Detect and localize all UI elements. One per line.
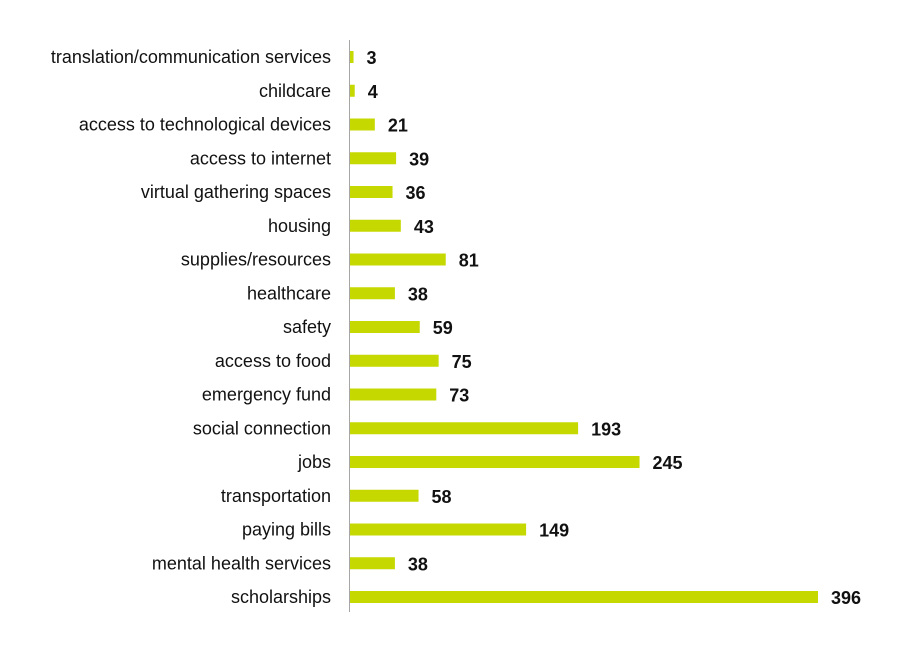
bar-supplies-resources xyxy=(350,253,446,266)
category-label-virtual-gathering-spaces: virtual gathering spaces xyxy=(141,182,331,202)
bar-scholarships xyxy=(350,591,818,603)
category-label-supplies-resources: supplies/resources xyxy=(181,250,331,270)
category-label-emergency-fund: emergency fund xyxy=(202,385,331,405)
category-label-access-to-internet: access to internet xyxy=(190,148,331,168)
bar-access-to-technological-devices xyxy=(350,118,375,131)
category-label-mental-health-services: mental health services xyxy=(152,553,331,573)
bar-safety xyxy=(350,321,420,333)
data-label-social-connection: 193 xyxy=(591,419,621,439)
category-label-transportation: transportation xyxy=(221,486,331,506)
category-label-childcare: childcare xyxy=(259,81,331,101)
category-label-access-to-food: access to food xyxy=(215,351,331,371)
data-label-emergency-fund: 73 xyxy=(449,386,469,406)
bars-layer xyxy=(350,51,818,603)
category-label-scholarships: scholarships xyxy=(231,587,331,607)
data-label-childcare: 4 xyxy=(368,82,378,102)
data-label-virtual-gathering-spaces: 36 xyxy=(406,183,426,203)
data-label-access-to-food: 75 xyxy=(452,352,472,372)
data-label-translation-communication-services: 3 xyxy=(367,48,377,68)
category-labels-layer: translation/communication services childc… xyxy=(51,47,331,607)
data-label-scholarships: 396 xyxy=(831,588,861,608)
data-label-access-to-technological-devices: 21 xyxy=(388,116,408,136)
data-label-jobs: 245 xyxy=(653,453,683,473)
category-label-safety: safety xyxy=(283,317,331,337)
category-label-healthcare: healthcare xyxy=(247,283,331,303)
bar-virtual-gathering-spaces xyxy=(350,186,393,198)
bar-access-to-food xyxy=(350,354,439,367)
bar-translation-communication-services xyxy=(350,51,354,63)
category-label-jobs: jobs xyxy=(297,452,331,472)
data-label-supplies-resources: 81 xyxy=(459,251,479,271)
data-label-housing: 43 xyxy=(414,217,434,237)
category-label-paying-bills: paying bills xyxy=(242,520,331,540)
bar-healthcare xyxy=(350,287,395,300)
data-label-transportation: 58 xyxy=(432,487,452,507)
data-label-mental-health-services: 38 xyxy=(408,554,428,574)
bar-access-to-internet xyxy=(350,152,397,165)
bar-housing xyxy=(350,219,401,232)
data-label-paying-bills: 149 xyxy=(539,521,569,541)
bar-childcare xyxy=(350,84,355,97)
bar-paying-bills xyxy=(350,523,527,536)
data-label-access-to-internet: 39 xyxy=(409,149,429,169)
category-label-translation-communication-services: translation/communication services xyxy=(51,47,331,67)
data-label-healthcare: 38 xyxy=(408,284,428,304)
bar-transportation xyxy=(350,489,419,502)
bar-jobs xyxy=(350,456,640,468)
data-label-safety: 59 xyxy=(433,318,453,338)
category-label-social-connection: social connection xyxy=(193,418,331,438)
category-label-housing: housing xyxy=(268,216,331,236)
bar-emergency-fund xyxy=(350,388,437,401)
bar-mental-health-services xyxy=(350,557,395,570)
bar-social-connection xyxy=(350,422,579,435)
category-label-access-to-technological-devices: access to technological devices xyxy=(79,115,331,135)
